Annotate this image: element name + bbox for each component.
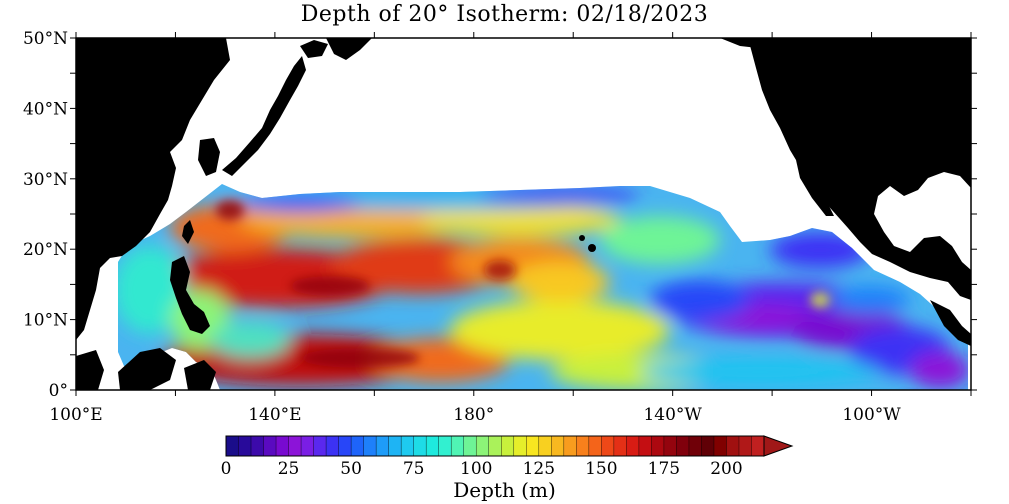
- colorbar-tick-label: 150: [585, 459, 617, 479]
- colorbar-swatch: [338, 436, 352, 456]
- colorbar-swatch: [226, 436, 240, 456]
- colorbar-swatch: [488, 436, 502, 456]
- colorbar-swatch: [426, 436, 440, 456]
- colorbar-swatch: [676, 436, 690, 456]
- colorbar-swatch: [351, 436, 365, 456]
- colorbar-swatch: [401, 436, 415, 456]
- colorbar-swatch: [576, 436, 590, 456]
- colorbar-swatch: [501, 436, 515, 456]
- colorbar-swatch: [451, 436, 465, 456]
- colorbar-tick-label: 100: [460, 459, 492, 479]
- lon-label: 140°W: [643, 405, 702, 425]
- colorbar-swatch: [476, 436, 490, 456]
- colorbar-swatch: [363, 436, 377, 456]
- colorbar-swatch: [638, 436, 652, 456]
- lat-label: 40°N: [23, 99, 68, 119]
- colorbar-swatch: [563, 436, 577, 456]
- lat-label: 10°N: [23, 311, 68, 331]
- colorbar-swatch: [588, 436, 602, 456]
- colorbar-tick-label: 50: [340, 459, 362, 479]
- colorbar-tick-label: 125: [523, 459, 555, 479]
- colorbar-swatch: [651, 436, 665, 456]
- lon-label: 100°W: [842, 405, 901, 425]
- colorbar-swatch: [413, 436, 427, 456]
- depth-field: [118, 184, 968, 390]
- chart-title: Depth of 20° Isotherm: 02/18/2023: [300, 2, 709, 27]
- lat-label: 30°N: [23, 170, 68, 190]
- colorbar-swatch: [751, 436, 765, 456]
- land-masses: [76, 38, 971, 390]
- colorbar-swatch: [301, 436, 315, 456]
- colorbar-swatch: [738, 436, 752, 456]
- axis-ticks: 50°N 40°N 30°N 20°N 10°N 0° 100°E 140°E 180° 140°…: [23, 29, 977, 425]
- colorbar-swatch: [688, 436, 702, 456]
- colorbar-swatch: [263, 436, 277, 456]
- lat-label: 20°N: [23, 240, 68, 260]
- colorbar-swatch: [726, 436, 740, 456]
- colorbar-swatch: [513, 436, 527, 456]
- colorbar-swatch: [376, 436, 390, 456]
- colorbar-swatch: [601, 436, 615, 456]
- colorbar-swatch: [438, 436, 452, 456]
- colorbar-swatch: [613, 436, 627, 456]
- lon-label: 180°: [453, 405, 494, 425]
- colorbar-title: Depth (m): [453, 478, 556, 502]
- colorbar-swatch: [288, 436, 302, 456]
- colorbar-arrow: [763, 435, 794, 457]
- colorbar-swatch: [251, 436, 265, 456]
- lon-label: 100°E: [49, 405, 102, 425]
- colorbar-swatch: [663, 436, 677, 456]
- colorbar-tick-label: 25: [278, 459, 300, 479]
- colorbar-swatch: [626, 436, 640, 456]
- colorbar-swatch: [551, 436, 565, 456]
- colorbar-swatch: [463, 436, 477, 456]
- colorbar-tick-label: 175: [648, 459, 680, 479]
- colorbar-tick-label: 0: [221, 459, 232, 479]
- lon-label: 140°E: [248, 405, 301, 425]
- colorbar-swatch: [701, 436, 715, 456]
- lat-label: 0°: [49, 381, 68, 401]
- colorbar-swatch: [326, 436, 340, 456]
- colorbar: 0 25 50 75 100 125 150 175 200: [221, 435, 794, 479]
- colorbar-tick-label: 200: [710, 459, 742, 479]
- colorbar-swatch: [276, 436, 290, 456]
- colorbar-swatch: [713, 436, 727, 456]
- colorbar-swatch: [526, 436, 540, 456]
- colorbar-swatch: [313, 436, 327, 456]
- colorbar-tick-label: 75: [403, 459, 425, 479]
- lat-label: 50°N: [23, 29, 68, 49]
- colorbar-swatch: [538, 436, 552, 456]
- colorbar-swatch: [238, 436, 252, 456]
- colorbar-swatch: [388, 436, 402, 456]
